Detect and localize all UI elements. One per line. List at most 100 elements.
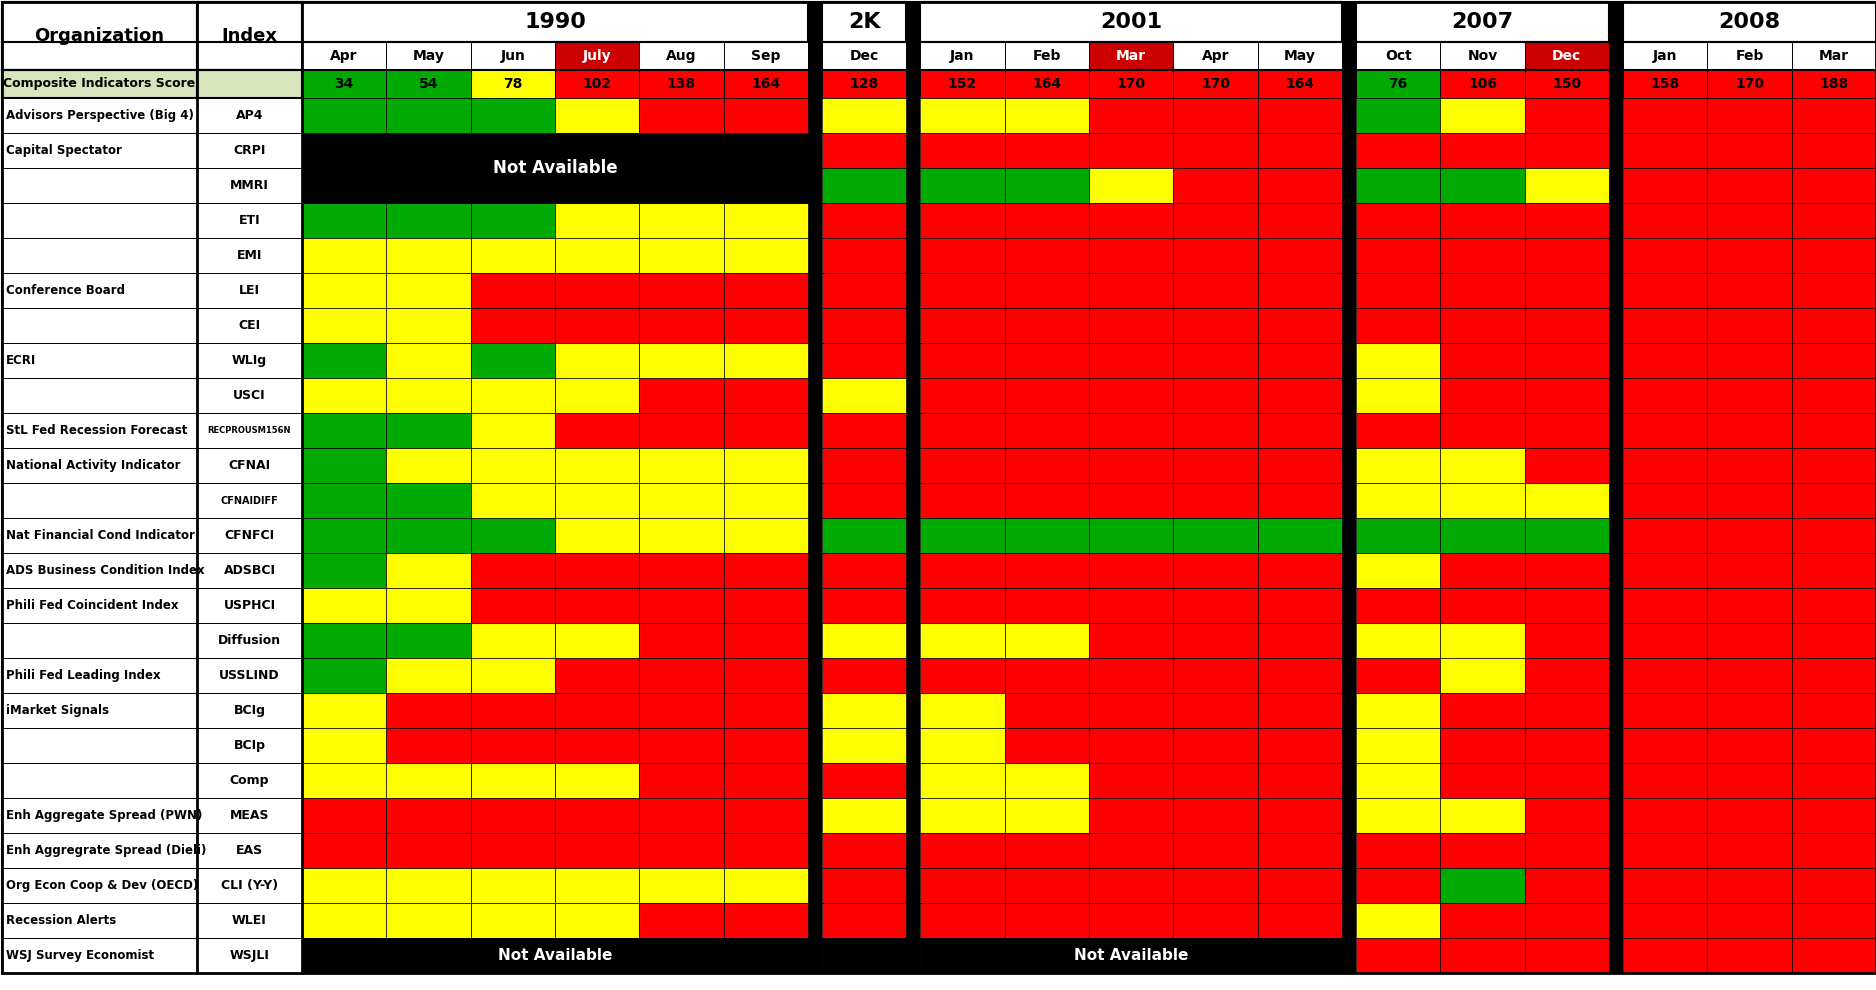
Text: Feb: Feb [1735, 49, 1763, 63]
Bar [386, 42, 471, 70]
Bar [386, 518, 471, 553]
Bar [1792, 413, 1876, 448]
Bar [2, 588, 197, 623]
Bar [1172, 203, 1257, 238]
Bar [1088, 623, 1172, 658]
Bar [1356, 728, 1441, 763]
Bar [555, 168, 640, 203]
Bar [1525, 763, 1610, 798]
Bar [302, 238, 386, 273]
Bar [921, 903, 1006, 938]
Bar [1441, 903, 1525, 938]
Bar [921, 938, 1341, 973]
Bar [2, 413, 197, 448]
Bar [1172, 588, 1257, 623]
Bar [302, 448, 386, 483]
Bar [1707, 238, 1792, 273]
Bar [1088, 903, 1172, 938]
Bar [386, 588, 471, 623]
Bar [921, 693, 1006, 728]
Bar [921, 70, 1006, 98]
Bar [1792, 168, 1876, 203]
Bar [386, 623, 471, 658]
Bar [555, 448, 640, 483]
Bar [197, 133, 302, 168]
Text: LEI: LEI [238, 284, 261, 297]
Bar [1172, 693, 1257, 728]
Bar [1006, 448, 1088, 483]
Bar [1088, 518, 1172, 553]
Bar [1006, 623, 1088, 658]
Bar [1088, 42, 1172, 70]
Bar [1172, 343, 1257, 378]
Bar [640, 833, 724, 868]
Bar [386, 763, 471, 798]
Bar [471, 203, 555, 238]
Bar [1356, 693, 1441, 728]
Bar [302, 868, 386, 903]
Bar [640, 133, 724, 168]
Bar [822, 2, 906, 42]
Bar [1525, 483, 1610, 518]
Bar [1088, 308, 1172, 343]
Bar [822, 168, 906, 203]
Bar [1707, 308, 1792, 343]
Bar [1441, 483, 1525, 518]
Bar [1707, 378, 1792, 413]
Bar [1257, 378, 1341, 413]
Bar [1623, 588, 1707, 623]
Bar [2, 518, 197, 553]
Bar [1623, 98, 1707, 133]
Bar [197, 518, 302, 553]
Bar [1623, 518, 1707, 553]
Bar [1172, 833, 1257, 868]
Bar [1006, 133, 1088, 168]
Bar [1525, 798, 1610, 833]
Bar [1356, 518, 1441, 553]
Bar [1172, 903, 1257, 938]
Bar [1257, 763, 1341, 798]
Bar [1088, 98, 1172, 133]
Bar [302, 728, 386, 763]
Bar [555, 343, 640, 378]
Bar [1172, 308, 1257, 343]
Bar [1006, 868, 1088, 903]
Bar [1623, 133, 1707, 168]
Text: Jan: Jan [951, 49, 976, 63]
Bar [471, 938, 555, 973]
Bar [1172, 798, 1257, 833]
Bar [386, 868, 471, 903]
Bar [1441, 798, 1525, 833]
Bar [197, 308, 302, 343]
Bar [724, 378, 809, 413]
Bar [555, 938, 640, 973]
Bar [2, 798, 197, 833]
Bar [2, 308, 197, 343]
Bar [1257, 203, 1341, 238]
Bar [555, 133, 640, 168]
Bar [1792, 903, 1876, 938]
Bar [724, 763, 809, 798]
Bar [1441, 553, 1525, 588]
Bar [1088, 203, 1172, 238]
Text: 152: 152 [947, 77, 977, 91]
Bar [1792, 238, 1876, 273]
Bar [1792, 763, 1876, 798]
Bar [2, 623, 197, 658]
Bar [822, 553, 906, 588]
Text: Apr: Apr [1203, 49, 1229, 63]
Text: Advisors Perspective (Big 4): Advisors Perspective (Big 4) [6, 109, 193, 122]
Bar [640, 588, 724, 623]
Text: 2007: 2007 [1452, 12, 1514, 32]
Bar [724, 518, 809, 553]
Bar [555, 728, 640, 763]
Bar [921, 343, 1006, 378]
Bar [2, 273, 197, 308]
Bar [1441, 728, 1525, 763]
Bar [1707, 658, 1792, 693]
Bar [386, 553, 471, 588]
Bar [921, 378, 1006, 413]
Bar [2, 938, 197, 973]
Text: Dec: Dec [850, 49, 878, 63]
Bar [302, 938, 809, 973]
